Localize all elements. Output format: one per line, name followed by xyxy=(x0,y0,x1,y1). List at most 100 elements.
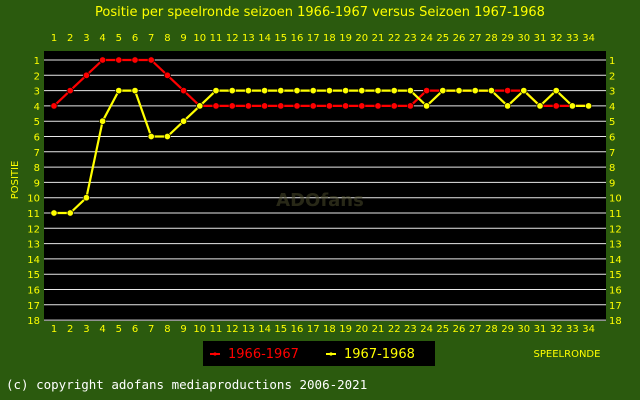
x-tick-label: 6 xyxy=(132,33,138,44)
series-point-1967-1968 xyxy=(406,87,414,95)
y-tick-label: 1 xyxy=(34,56,40,67)
y-tick-label: 5 xyxy=(609,117,615,128)
y-tick-label: 18 xyxy=(609,316,622,327)
x-tick-label: 24 xyxy=(420,324,433,335)
x-tick-label: 33 xyxy=(566,33,579,44)
x-tick-label: 33 xyxy=(566,324,579,335)
series-point-1967-1968 xyxy=(277,87,285,95)
series-point-1966-1967 xyxy=(261,102,269,110)
series-point-1966-1967 xyxy=(406,102,414,110)
x-tick-label: 27 xyxy=(469,324,482,335)
series-point-1967-1968 xyxy=(390,87,398,95)
x-tick-label: 4 xyxy=(99,324,105,335)
x-tick-label: 29 xyxy=(501,324,514,335)
y-tick-label: 9 xyxy=(609,178,615,189)
x-tick-label: 2 xyxy=(67,324,73,335)
y-tick-label: 9 xyxy=(34,178,40,189)
y-tick-label: 8 xyxy=(34,163,40,174)
series-point-1967-1968 xyxy=(50,209,58,217)
series-point-1967-1968 xyxy=(66,209,74,217)
series-point-1967-1968 xyxy=(180,117,188,125)
series-point-1967-1968 xyxy=(504,102,512,110)
x-tick-label: 4 xyxy=(99,33,105,44)
x-tick-label: 13 xyxy=(242,324,255,335)
x-tick-label: 19 xyxy=(339,33,352,44)
y-tick-label: 18 xyxy=(27,316,40,327)
series-point-1966-1967 xyxy=(358,102,366,110)
legend-swatch-point xyxy=(329,352,333,356)
y-tick-label: 5 xyxy=(34,117,40,128)
series-point-1967-1968 xyxy=(487,87,495,95)
x-tick-label: 15 xyxy=(274,324,287,335)
series-point-1967-1968 xyxy=(439,87,447,95)
series-point-1966-1967 xyxy=(293,102,301,110)
x-tick-label: 31 xyxy=(534,33,547,44)
x-tick-label: 11 xyxy=(210,33,223,44)
x-ticks-bottom: 1 2 3 4 5 6 7 8 9 10 11 12 13 14 15 16 17 18 19 20 21 22 23 24 2… xyxy=(51,324,595,335)
series-point-1966-1967 xyxy=(504,87,512,95)
series-point-1967-1968 xyxy=(115,87,123,95)
x-tick-label: 32 xyxy=(550,324,563,335)
series-point-1966-1967 xyxy=(147,56,155,64)
legend: 1966-1967 1967-1968 xyxy=(203,341,435,366)
series-point-1967-1968 xyxy=(163,133,171,141)
x-tick-label: 17 xyxy=(307,324,320,335)
y-tick-label: 4 xyxy=(34,102,40,113)
series-point-1966-1967 xyxy=(552,102,560,110)
y-tick-label: 2 xyxy=(34,71,40,82)
y-tick-label: 3 xyxy=(609,87,615,98)
x-tick-label: 14 xyxy=(258,324,271,335)
series-point-1967-1968 xyxy=(131,87,139,95)
x-tick-label: 34 xyxy=(582,33,595,44)
x-tick-label: 31 xyxy=(534,324,547,335)
x-tick-label: 16 xyxy=(291,324,304,335)
x-tick-label: 15 xyxy=(274,33,287,44)
series-point-1967-1968 xyxy=(520,87,528,95)
y-tick-label: 1 xyxy=(609,56,615,67)
y-tick-label: 6 xyxy=(609,133,615,144)
x-tick-label: 14 xyxy=(258,33,271,44)
series-point-1967-1968 xyxy=(585,102,593,110)
x-tick-label: 8 xyxy=(164,33,170,44)
y-tick-label: 12 xyxy=(27,224,40,235)
x-tick-label: 9 xyxy=(180,33,186,44)
series-point-1966-1967 xyxy=(342,102,350,110)
x-tick-label: 17 xyxy=(307,33,320,44)
x-tick-label: 29 xyxy=(501,33,514,44)
chart-title: Positie per speelronde seizoen 1966-1967… xyxy=(95,5,545,20)
series-point-1966-1967 xyxy=(180,87,188,95)
y-tick-label: 10 xyxy=(27,194,40,205)
series-point-1966-1967 xyxy=(66,87,74,95)
grid xyxy=(44,59,606,321)
series-point-1966-1967 xyxy=(82,71,90,79)
x-tick-label: 25 xyxy=(436,33,449,44)
x-tick-label: 22 xyxy=(388,324,401,335)
series-point-1967-1968 xyxy=(196,102,204,110)
y-tick-label: 7 xyxy=(34,148,40,159)
series-point-1966-1967 xyxy=(325,102,333,110)
y-tick-label: 17 xyxy=(609,301,622,312)
series-point-1966-1967 xyxy=(212,102,220,110)
y-tick-label: 3 xyxy=(34,87,40,98)
series-point-1967-1968 xyxy=(261,87,269,95)
series-point-1967-1968 xyxy=(325,87,333,95)
x-tick-label: 18 xyxy=(323,33,336,44)
series-layer xyxy=(50,56,593,217)
x-tick-label: 6 xyxy=(132,324,138,335)
x-tick-label: 21 xyxy=(372,324,385,335)
x-tick-label: 34 xyxy=(582,324,595,335)
x-tick-label: 10 xyxy=(193,33,206,44)
series-line-1966-1967 xyxy=(53,58,589,108)
copyright-footer: (c) copyright adofans mediaproductions 2… xyxy=(6,377,367,392)
series-point-1967-1968 xyxy=(309,87,317,95)
x-tick-label: 1 xyxy=(51,33,57,44)
series-point-1967-1968 xyxy=(342,87,350,95)
legend-box xyxy=(203,341,435,366)
series-point-1966-1967 xyxy=(228,102,236,110)
x-tick-label: 22 xyxy=(388,33,401,44)
y-tick-label: 8 xyxy=(609,163,615,174)
x-tick-label: 8 xyxy=(164,324,170,335)
x-tick-label: 26 xyxy=(453,324,466,335)
x-tick-label: 20 xyxy=(355,324,368,335)
